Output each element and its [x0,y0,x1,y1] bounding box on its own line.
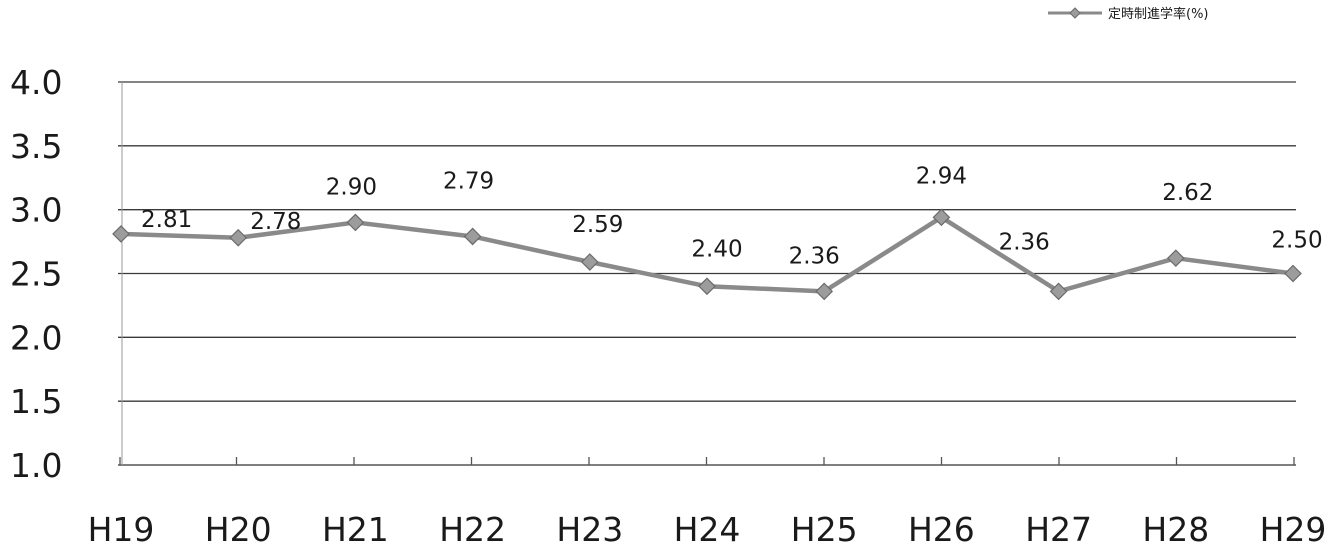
x-tick-label-H22: H22 [439,510,506,549]
series-layer: 2.81 2.78 2.90 2.79 2.59 2.40 2.36 2.94 2.36 2.62… [112,163,1323,301]
data-point-H20 [229,228,248,247]
y-tick-label: 1.5 [10,382,62,421]
y-tick-label: 3.0 [10,191,62,230]
x-tick-label-H28: H28 [1142,510,1209,549]
data-label-H29: 2.50 [1271,228,1322,254]
data-label-H27: 2.36 [999,229,1050,255]
data-label-H28: 2.62 [1162,180,1213,206]
axes [118,82,1296,466]
data-label-H25: 2.36 [789,243,840,269]
x-tick-label-H23: H23 [556,510,623,549]
legend: 定時制進学率(%) [1048,6,1209,22]
gridlines [118,81,1296,402]
data-point-H19 [112,225,130,243]
data-point-H23 [580,253,599,271]
x-tick-label-H24: H24 [674,510,741,549]
data-label-H21: 2.90 [326,174,377,200]
legend-diamond-marker [1069,7,1081,19]
y-tick-label: 3.5 [10,127,62,166]
data-point-H24 [698,277,716,296]
data-label-H20: 2.78 [250,209,301,235]
x-tick-label-H27: H27 [1025,510,1092,549]
x-axis-tick-labels: H19 H20 H21 H22 H23 H24 H25 H26 H27 H28 H29 [88,510,1327,549]
x-tick-label-H20: H20 [205,510,272,549]
data-point-H28 [1166,249,1185,268]
x-tick-label-H21: H21 [322,510,389,549]
data-label-H26: 2.94 [916,163,967,189]
x-tick-label-H19: H19 [88,510,155,549]
x-tick-label-H29: H29 [1260,510,1327,549]
y-tick-label: 1.0 [10,446,62,485]
x-tick-label-H25: H25 [791,510,858,549]
y-axis-tick-labels: 1.0 1.5 2.0 2.5 3.0 3.5 4.0 [10,63,62,485]
data-point-H27 [1049,282,1068,301]
data-point-H25 [815,282,834,301]
data-point-H26 [932,208,951,227]
data-point-H21 [346,213,365,232]
data-label-H19: 2.81 [141,207,192,233]
y-tick-label: 4.0 [10,63,62,102]
x-tick-label-H26: H26 [908,510,975,549]
y-tick-label: 2.5 [10,255,62,294]
data-label-H22: 2.79 [443,168,494,194]
data-point-H22 [463,227,482,246]
legend-label: 定時制進学率(%) [1108,6,1209,22]
data-label-H23: 2.59 [572,212,623,238]
y-tick-label: 2.0 [10,318,62,357]
data-point-H29 [1284,264,1302,283]
data-label-H24: 2.40 [691,236,742,262]
